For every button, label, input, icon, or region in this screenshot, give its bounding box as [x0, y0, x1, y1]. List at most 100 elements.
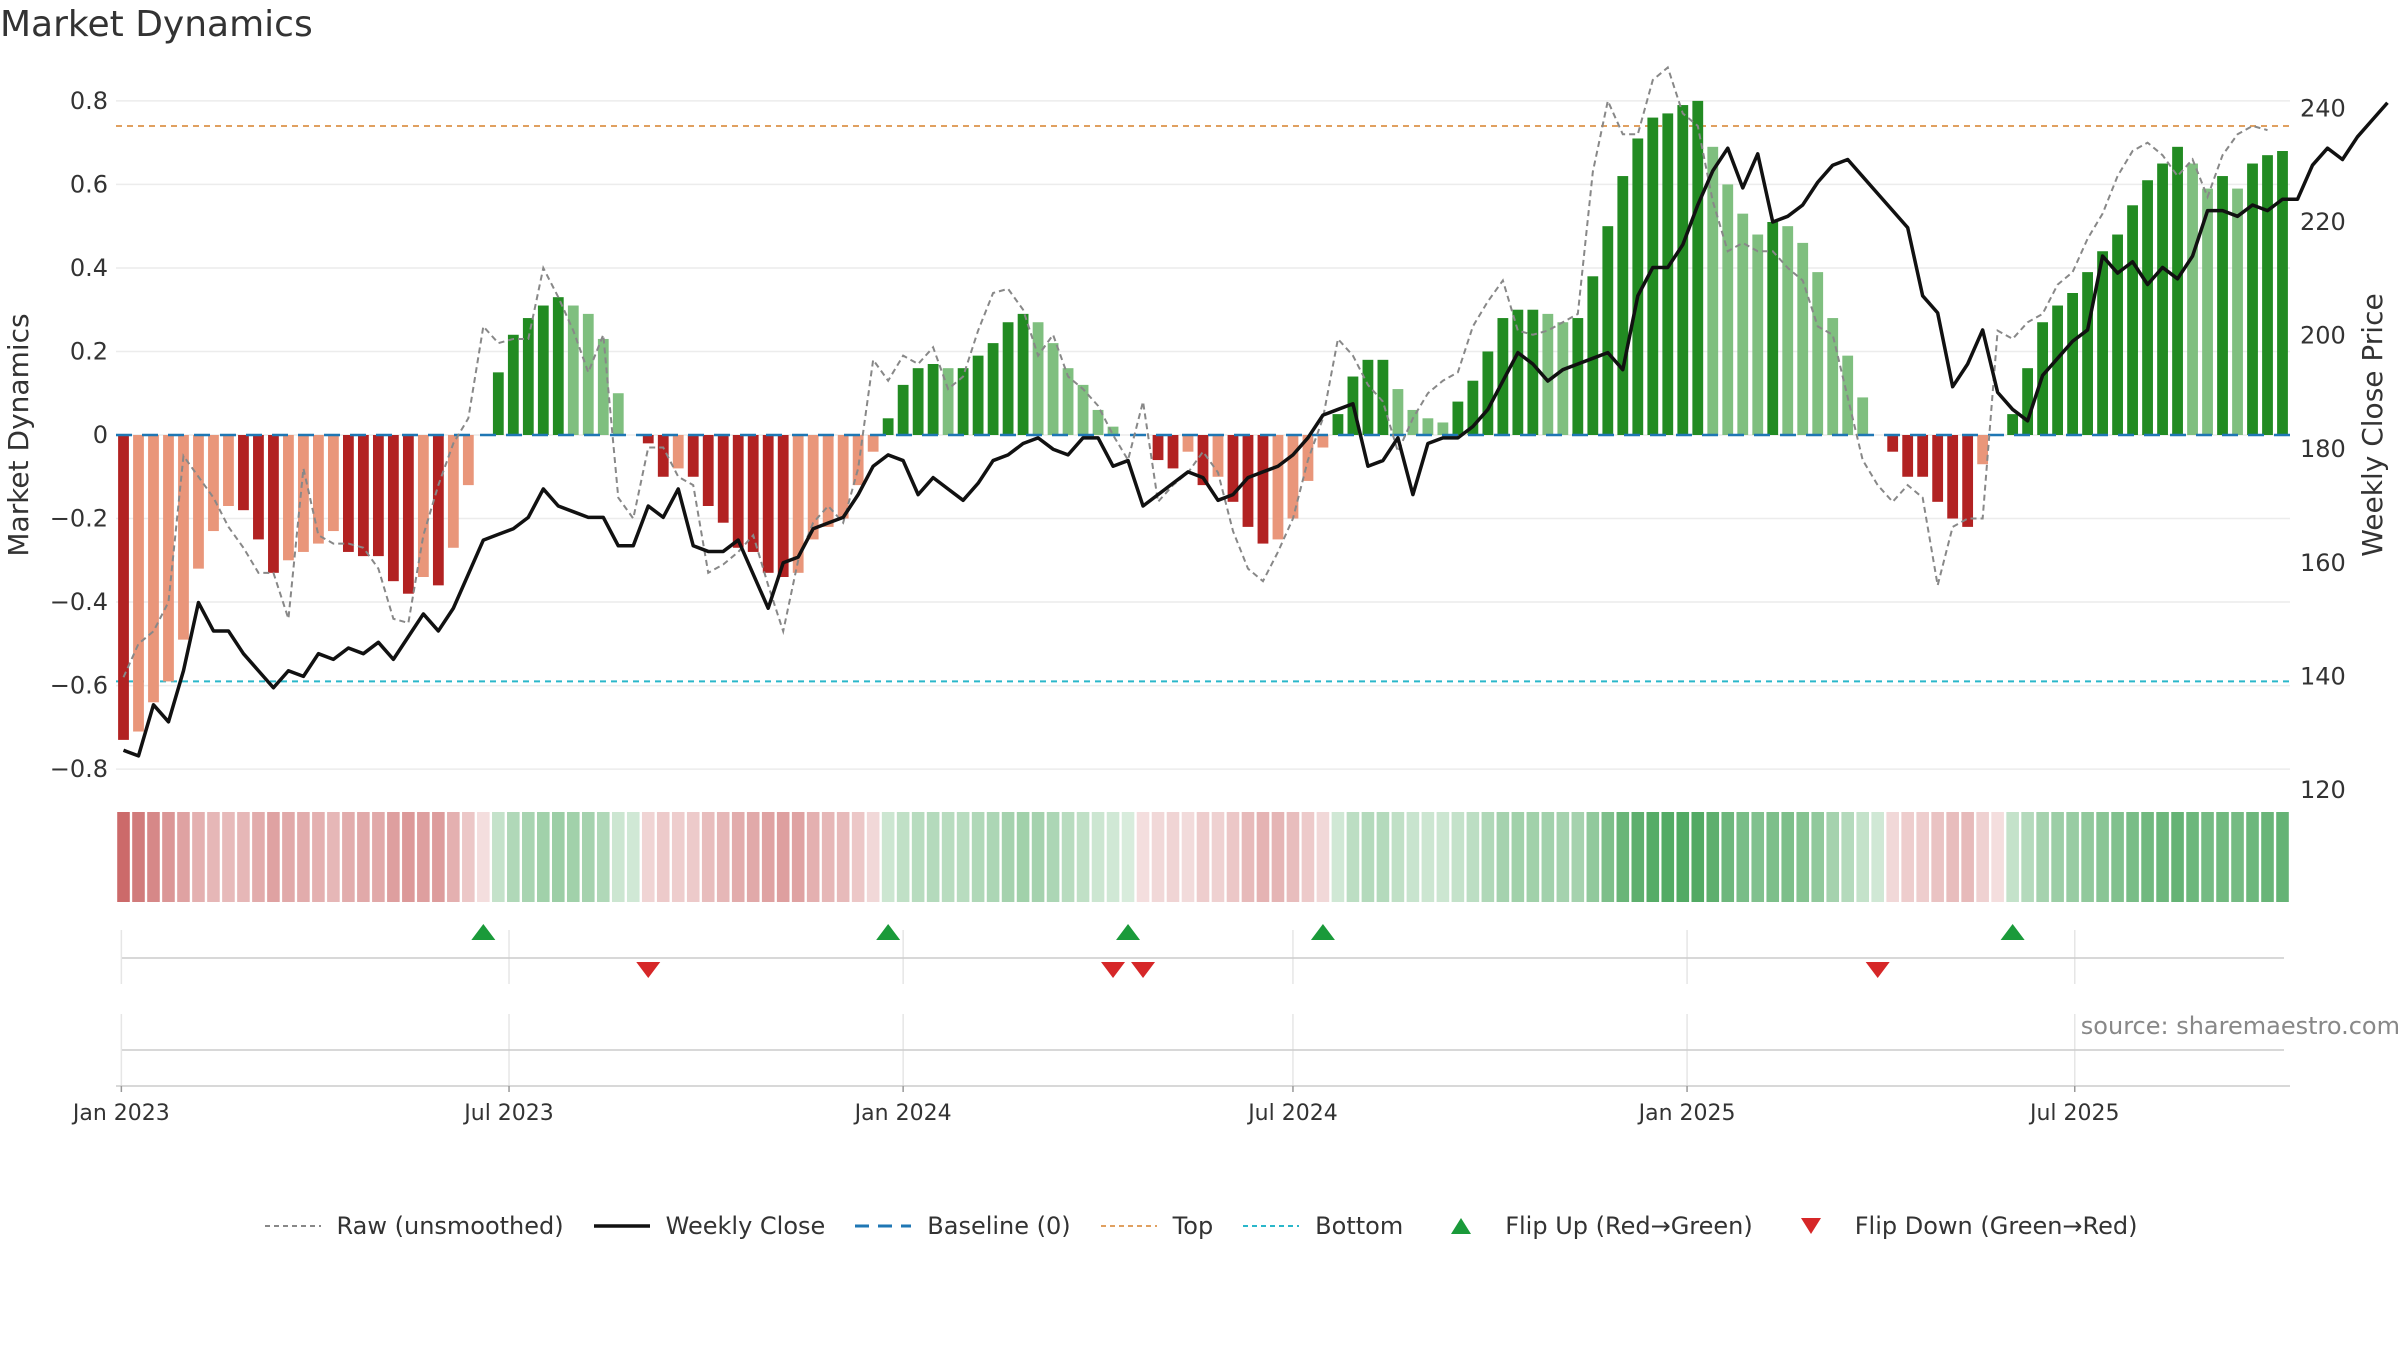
state-strip-cell	[537, 812, 550, 902]
dynamics-bar	[747, 435, 759, 552]
dynamics-bar	[2112, 234, 2123, 435]
state-strip-cell	[1616, 812, 1630, 902]
state-strip-cell	[2126, 812, 2139, 902]
dynamics-bar	[253, 435, 264, 540]
state-strip-cell	[2141, 812, 2154, 902]
dynamics-bar	[1617, 176, 1629, 435]
dynamics-bar	[1797, 242, 1809, 435]
state-strip-cell	[1196, 812, 1210, 902]
dynamics-bar	[2217, 176, 2228, 435]
state-strip-cell	[432, 812, 445, 902]
dynamics-bar	[118, 435, 129, 740]
state-strip-cell	[581, 812, 595, 902]
state-strip-cell	[1271, 812, 1285, 902]
state-strip-cell	[1556, 812, 1570, 902]
dynamics-bar	[1977, 435, 1989, 465]
state-strip-cell	[1661, 812, 1675, 902]
dynamics-bar	[2127, 205, 2138, 435]
state-strip-cell	[1031, 812, 1045, 902]
dynamics-bar	[313, 435, 324, 544]
legend-label: Flip Down (Green→Red)	[1854, 1212, 2138, 1240]
state-strip-cell	[1496, 812, 1510, 902]
legend-item-baseline: Baseline (0)	[853, 1212, 1071, 1240]
state-strip-cell	[1361, 812, 1375, 902]
state-strip-cell	[656, 812, 670, 902]
state-strip-cell	[237, 812, 250, 902]
dynamics-bar	[1752, 234, 1764, 435]
state-strip-cell	[731, 812, 745, 902]
y2-axis-label: Weekly Close Price	[2356, 293, 2389, 556]
dynamics-bar	[342, 435, 354, 552]
state-strip-cell	[1931, 812, 1944, 902]
state-strip-cell	[1136, 812, 1150, 902]
state-strip-cell	[2231, 812, 2244, 902]
dynamics-bar	[2142, 180, 2153, 435]
x-tick-label: Jul 2025	[2028, 1101, 2120, 1126]
legend-label: Weekly Close	[665, 1212, 826, 1240]
state-strip-cell	[1991, 812, 2004, 902]
dynamics-bar	[1422, 418, 1434, 435]
dynamics-bar	[897, 384, 909, 435]
dynamics-bar	[1242, 435, 1254, 527]
dynamics-bar	[567, 305, 579, 435]
dynamics-bar	[1182, 435, 1194, 452]
dynamics-bar	[1377, 359, 1389, 435]
state-strip-cell	[1976, 812, 1989, 902]
dynamics-bar	[417, 435, 429, 577]
dynamics-bar	[1047, 343, 1059, 435]
dynamics-bar	[163, 435, 174, 682]
dynamics-bar	[1497, 318, 1509, 435]
dynamics-bar	[2067, 293, 2078, 435]
state-strip-cell	[671, 812, 685, 902]
legend-swatch-flip_up	[1451, 1218, 1472, 1234]
state-strip-cell	[941, 812, 955, 902]
dynamics-bar	[1737, 213, 1749, 435]
weekly-close-line	[122, 101, 2389, 758]
dynamics-bar	[1167, 435, 1179, 469]
state-strip-cell	[1421, 812, 1435, 902]
state-strip-cell	[2156, 812, 2169, 902]
dynamics-bar	[2097, 251, 2108, 435]
dynamics-bar	[402, 435, 414, 594]
dynamics-bar	[1632, 138, 1644, 435]
legend-label: Raw (unsmoothed)	[336, 1212, 564, 1240]
state-strip-cell	[312, 812, 325, 902]
state-strip-cell	[1211, 812, 1225, 902]
state-strip-cell	[761, 812, 775, 902]
state-strip-cell	[1631, 812, 1645, 902]
dynamics-bar	[1857, 397, 1869, 435]
state-strip-cell	[956, 812, 970, 902]
dynamics-bar	[2187, 163, 2198, 435]
state-strip-cell	[791, 812, 805, 902]
y2-tick-label: 240	[2300, 94, 2346, 122]
legend-label: Flip Up (Red→Green)	[1505, 1212, 1753, 1240]
dynamics-bar	[1212, 435, 1224, 477]
state-strip-cell	[596, 812, 610, 902]
state-strip-cell	[926, 812, 940, 902]
legend-swatch-baseline	[855, 1224, 912, 1228]
dynamics-bar	[2157, 163, 2168, 435]
state-strip-cell	[1871, 812, 1884, 902]
state-strip-cell	[222, 812, 235, 902]
dynamics-bar	[687, 435, 699, 477]
dynamics-bar	[178, 435, 189, 640]
state-strip-cell	[1916, 812, 1929, 902]
flip-up-marker	[876, 924, 901, 940]
state-strip-cell	[686, 812, 700, 902]
dynamics-bar	[298, 435, 309, 552]
dynamics-bar	[837, 435, 849, 519]
dynamics-bar	[942, 368, 954, 435]
state-strip-cell	[2066, 812, 2079, 902]
dynamics-bar	[882, 418, 894, 435]
state-strip-cell	[821, 812, 835, 902]
dynamics-bar	[657, 435, 669, 477]
dynamics-bar	[1062, 368, 1074, 435]
dynamics-bar	[1032, 322, 1044, 435]
y-tick-label: −0.6	[50, 672, 108, 700]
flip-up-marker	[1116, 924, 1141, 940]
state-strip-cell	[1886, 812, 1899, 902]
state-strip-cell	[851, 812, 865, 902]
dynamics-bar	[642, 435, 654, 444]
dynamics-bar	[1002, 322, 1014, 435]
dynamics-bar	[1932, 435, 1944, 502]
